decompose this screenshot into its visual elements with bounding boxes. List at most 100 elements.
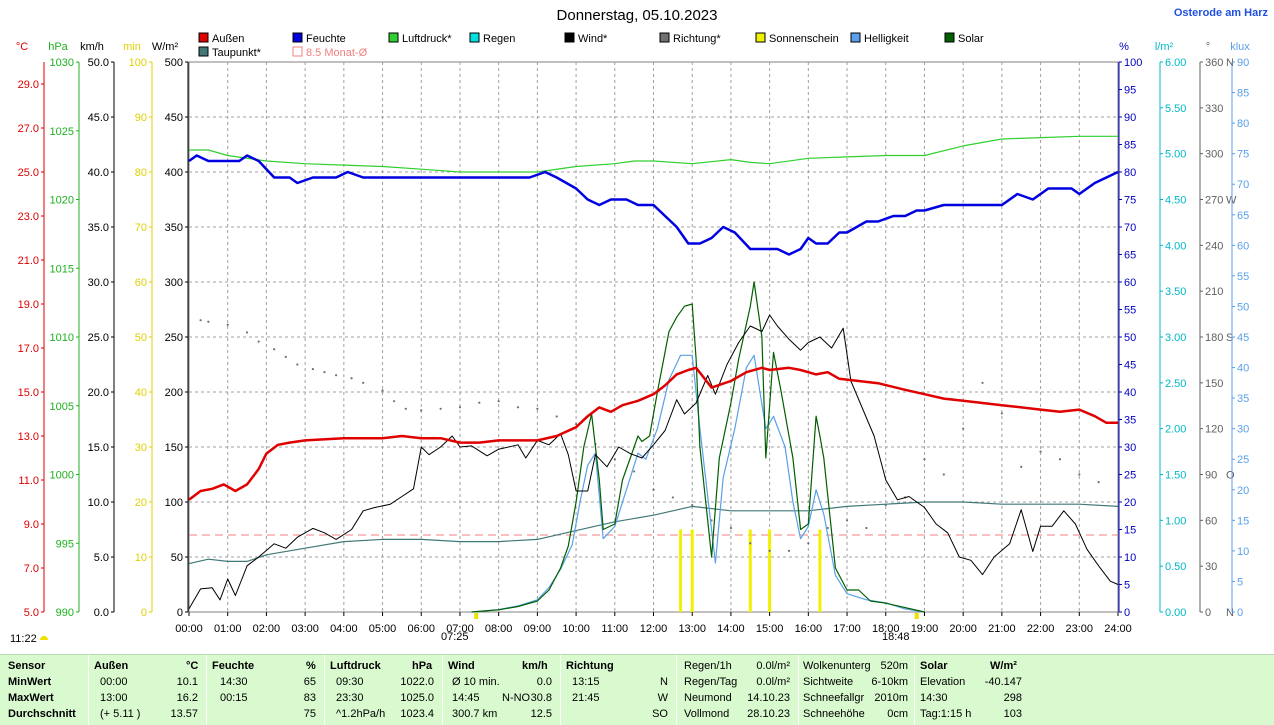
sunshine-bar — [679, 529, 683, 612]
right-axis-tick-label: 10 — [1237, 546, 1249, 558]
stats-wind-direction: N-NO — [502, 692, 531, 704]
right-axis-tick-label: 20 — [1237, 485, 1249, 497]
direction-point — [555, 415, 558, 418]
right-axis-tick-label: 4.00 — [1165, 240, 1186, 252]
left-axis-tick-label: 300 — [165, 277, 183, 289]
stats-row-label: MaxWert — [8, 692, 54, 704]
right-axis-tick-label: 90 — [1205, 470, 1217, 482]
stats-header-solar: Solar — [920, 660, 948, 672]
direction-point — [458, 406, 462, 409]
compass-label: O — [1226, 470, 1235, 482]
legend-label: Feuchte — [306, 33, 346, 45]
right-axis-tick-label: 6.00 — [1165, 57, 1186, 69]
left-axis-tick-label: 60 — [135, 277, 147, 289]
right-axis-tick-label: 2.00 — [1165, 424, 1186, 436]
direction-point — [245, 331, 249, 334]
right-axis-tick-label: 4.50 — [1165, 195, 1186, 207]
left-axis-tick-label: 13.0 — [18, 431, 39, 443]
legend-label: Wind* — [578, 33, 608, 45]
direction-point — [749, 542, 752, 545]
right-axis-tick-label: 25 — [1237, 454, 1249, 466]
direction-point — [273, 348, 276, 351]
right-axis-tick-label: 60 — [1124, 277, 1136, 289]
left-axis-tick-label: 500 — [165, 57, 183, 69]
x-axis-tick-label: 07:00 — [446, 623, 474, 635]
sunrise-marker — [474, 613, 479, 619]
left-axis-tick-label: 15.0 — [88, 442, 109, 454]
direction-point — [497, 400, 500, 403]
stats-luftdruck-time: 23:30 — [336, 692, 364, 704]
sun-icon — [40, 636, 48, 640]
stats-wind-time: 300.7 km — [452, 708, 498, 720]
stats-misc-value: 2010m — [874, 692, 908, 704]
direction-point — [323, 371, 326, 374]
legend-swatch — [388, 32, 399, 43]
stats-misc-label: Regen/Tag — [684, 676, 738, 688]
stats-header-feuchte-unit: % — [306, 660, 316, 672]
right-axis-unit: % — [1119, 41, 1129, 53]
right-axis-tick-label: 10 — [1124, 552, 1136, 564]
left-axis-tick-label: 11.0 — [18, 475, 39, 487]
right-axis-tick-label: 30 — [1205, 561, 1217, 573]
stats-row-label: MinWert — [8, 676, 52, 688]
right-axis-tick-label: 0 — [1205, 607, 1211, 619]
right-axis-tick-label: 70 — [1237, 179, 1249, 191]
left-axis-tick-label: 35.0 — [88, 222, 109, 234]
left-axis-tick-label: 80 — [135, 167, 147, 179]
left-axis-tick-label: 50.0 — [88, 57, 109, 69]
legend-swatch — [292, 32, 303, 43]
right-axis-tick-label: 20 — [1124, 497, 1136, 509]
right-axis-tick-label: 85 — [1124, 140, 1136, 152]
right-axis-tick-label: 300 — [1205, 149, 1223, 161]
x-axis-tick-label: 16:00 — [795, 623, 823, 635]
direction-point — [404, 407, 407, 410]
direction-point — [350, 377, 353, 380]
left-axis-tick-label: 40 — [135, 387, 147, 399]
stats-solar-value: 298 — [1003, 692, 1022, 704]
direction-point — [845, 519, 849, 522]
legend-swatch — [850, 32, 861, 43]
x-axis-tick-label: 22:00 — [1027, 623, 1055, 635]
right-axis-tick-label: 65 — [1237, 210, 1249, 222]
left-axis-unit: min — [123, 41, 141, 53]
right-axis-tick-label: 5 — [1237, 576, 1243, 588]
legend-label: Solar — [958, 33, 984, 45]
stats-richtung-value: W — [657, 692, 668, 704]
left-axis-tick-label: 100 — [165, 497, 183, 509]
left-axis-tick-label: 90 — [135, 112, 147, 124]
x-axis-tick-label: 20:00 — [949, 623, 977, 635]
stats-wind-time: 14:45 — [452, 692, 480, 704]
left-axis-tick-label: 17.0 — [18, 343, 39, 355]
legend-label: Sonnenschein — [769, 33, 839, 45]
series-helligkeit-line — [471, 354, 925, 613]
legend-swatch — [198, 32, 209, 43]
stats-richtung-time: 21:45 — [572, 692, 600, 704]
direction-point — [1097, 481, 1100, 484]
left-axis-unit: km/h — [80, 41, 104, 53]
right-axis-tick-label: 70 — [1124, 222, 1136, 234]
right-axis-tick-label: 30 — [1237, 424, 1249, 436]
stats-aussen-time: 00:00 — [100, 676, 128, 688]
x-axis-tick-label: 18:00 — [872, 623, 900, 635]
right-axis-tick-label: 80 — [1124, 167, 1136, 179]
right-axis-tick-label: 2.50 — [1165, 378, 1186, 390]
direction-point — [923, 458, 926, 461]
right-axis-tick-label: 40 — [1124, 387, 1136, 399]
right-axis-tick-label: 180 — [1205, 332, 1223, 344]
right-axis-tick-label: 3.00 — [1165, 332, 1186, 344]
direction-point — [807, 542, 810, 545]
legend-swatch — [292, 46, 303, 57]
right-axis-tick-label: 75 — [1237, 149, 1249, 161]
left-axis-tick-label: 1005 — [50, 401, 74, 413]
direction-point — [536, 407, 539, 410]
right-axis-tick-label: 45 — [1237, 332, 1249, 344]
left-axis-tick-label: 7.0 — [24, 563, 39, 575]
compass-label: N — [1226, 607, 1234, 619]
stats-header-aussen: Außen — [94, 660, 129, 672]
right-axis-tick-label: 85 — [1237, 88, 1249, 100]
stats-aussen-time: (+ 5.11 ) — [100, 708, 141, 720]
stats-aussen-time: 13:00 — [100, 692, 128, 704]
direction-point — [284, 355, 287, 358]
series-solar-line — [471, 281, 925, 613]
left-axis-tick-label: 20.0 — [88, 387, 109, 399]
